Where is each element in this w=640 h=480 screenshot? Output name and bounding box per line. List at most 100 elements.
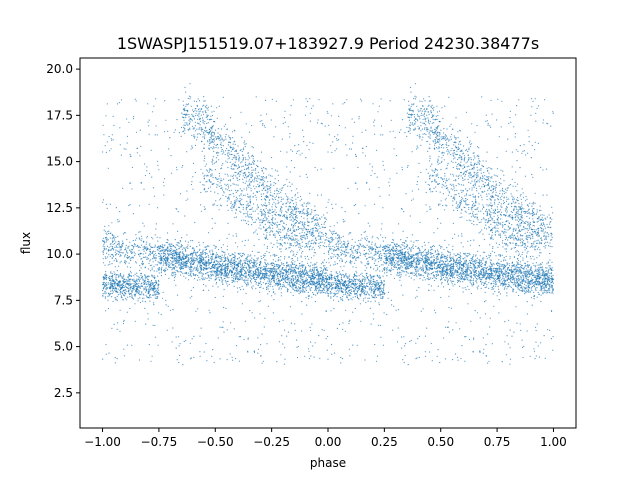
data-point: [174, 260, 176, 262]
data-point: [139, 265, 141, 267]
data-point: [136, 272, 138, 274]
data-point: [252, 270, 254, 272]
data-point: [359, 293, 361, 295]
data-point: [202, 277, 204, 279]
data-point: [323, 287, 325, 289]
data-point: [505, 276, 507, 278]
data-point: [117, 281, 120, 283]
data-point: [375, 283, 377, 285]
data-point: [389, 269, 391, 271]
data-point: [380, 252, 382, 254]
data-point: [373, 297, 375, 299]
data-point: [329, 264, 332, 266]
data-point: [302, 278, 304, 280]
data-point: [305, 272, 307, 274]
data-point: [154, 295, 156, 297]
data-point: [383, 289, 385, 291]
data-point: [317, 277, 320, 279]
data-point: [505, 251, 507, 253]
data-point: [141, 238, 143, 240]
data-point: [488, 265, 490, 267]
data-point: [179, 265, 181, 267]
data-point: [254, 280, 256, 282]
data-point: [184, 266, 186, 269]
data-point: [517, 254, 520, 257]
data-point: [279, 280, 281, 282]
data-point: [102, 258, 104, 260]
data-point: [225, 273, 227, 275]
data-point: [320, 273, 322, 275]
data-point: [504, 287, 506, 289]
data-point: [159, 237, 161, 239]
data-point: [405, 274, 407, 276]
data-point: [315, 289, 317, 291]
data-point: [195, 254, 197, 256]
data-point: [227, 280, 229, 282]
data-point: [128, 256, 130, 258]
data-point: [267, 293, 269, 295]
data-point: [111, 275, 113, 277]
data-point: [143, 287, 145, 289]
data-point: [283, 284, 285, 286]
data-point: [328, 240, 330, 242]
data-point: [419, 261, 421, 263]
data-point: [385, 247, 387, 249]
data-point: [543, 276, 545, 278]
data-point: [433, 262, 435, 264]
data-point: [523, 271, 525, 273]
data-point: [152, 283, 154, 286]
data-point: [403, 252, 405, 254]
data-point: [350, 298, 352, 300]
data-point: [343, 253, 345, 255]
data-point: [514, 269, 517, 271]
data-point: [129, 280, 131, 282]
data-point: [351, 238, 353, 241]
data-point: [500, 260, 502, 262]
data-point: [532, 279, 534, 281]
data-point: [433, 256, 435, 258]
data-point: [516, 286, 518, 288]
data-point: [129, 258, 131, 260]
data-point: [466, 274, 468, 277]
data-point: [457, 267, 459, 269]
data-point: [134, 295, 136, 297]
data-point: [445, 276, 447, 278]
data-point: [505, 248, 507, 250]
data-point: [328, 251, 330, 253]
data-point: [346, 244, 348, 246]
data-point: [106, 252, 108, 254]
data-point: [394, 249, 396, 251]
data-point: [363, 246, 365, 248]
data-point: [371, 249, 373, 251]
data-point: [272, 286, 274, 288]
data-point: [327, 250, 329, 252]
data-point: [546, 263, 548, 265]
data-point: [131, 248, 133, 251]
data-point: [372, 235, 374, 237]
data-point: [178, 271, 180, 273]
data-point: [156, 264, 159, 266]
data-point: [358, 286, 360, 288]
data-point: [119, 281, 122, 283]
data-point: [356, 290, 358, 292]
data-point: [149, 243, 151, 245]
data-point: [111, 273, 113, 275]
data-point: [316, 282, 319, 284]
data-point: [501, 268, 503, 270]
data-point: [530, 273, 532, 275]
data-point: [542, 288, 544, 290]
data-point: [331, 289, 333, 291]
data-point: [370, 248, 372, 250]
data-point: [378, 261, 380, 263]
data-point: [214, 273, 216, 275]
data-point: [344, 286, 347, 288]
data-point: [224, 267, 226, 269]
data-point: [209, 277, 211, 279]
data-point: [471, 285, 473, 287]
data-point: [529, 274, 531, 276]
data-point: [135, 284, 137, 286]
data-point: [204, 249, 206, 251]
data-point: [436, 258, 438, 260]
data-point: [134, 293, 136, 296]
data-point: [357, 244, 359, 247]
